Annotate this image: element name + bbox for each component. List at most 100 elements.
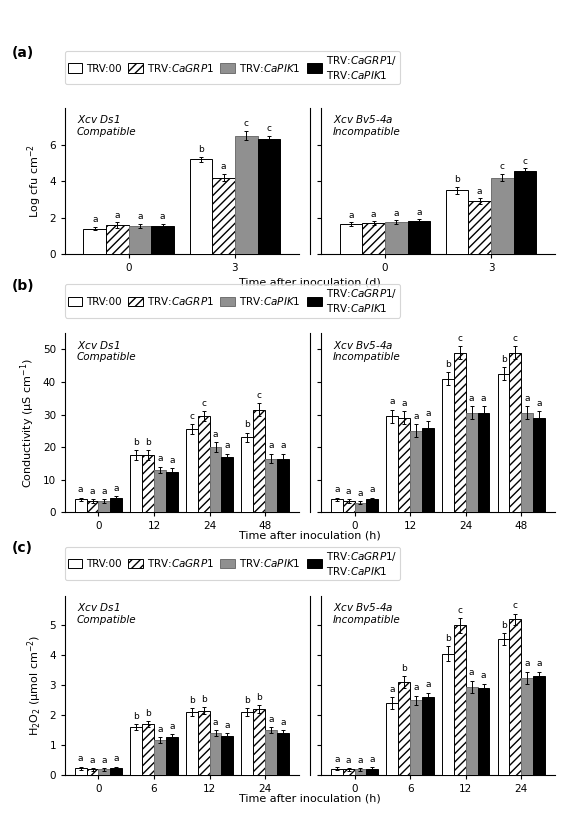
Bar: [87, 770, 98, 775]
Text: c: c: [244, 119, 248, 128]
Bar: [154, 470, 166, 512]
Bar: [533, 676, 545, 775]
Bar: [387, 416, 398, 512]
Text: a: a: [481, 671, 486, 681]
Bar: [514, 171, 536, 254]
Text: b: b: [501, 355, 507, 364]
Bar: [106, 225, 129, 254]
Text: a: a: [113, 755, 119, 763]
Text: a: a: [346, 756, 351, 765]
Text: a: a: [225, 441, 230, 451]
Text: c: c: [522, 157, 528, 166]
Bar: [442, 379, 454, 512]
Text: a: a: [157, 726, 162, 734]
Text: a: a: [113, 484, 119, 493]
Text: a: a: [268, 441, 274, 451]
Text: c: c: [190, 412, 194, 421]
Text: a: a: [221, 162, 226, 172]
Bar: [87, 501, 98, 512]
Bar: [387, 703, 398, 775]
Text: a: a: [389, 685, 395, 694]
Text: $Xcv$ Bv5-4a
Incompatible: $Xcv$ Bv5-4a Incompatible: [333, 601, 401, 625]
Text: a: a: [525, 660, 530, 669]
Bar: [75, 499, 87, 512]
Bar: [498, 374, 509, 512]
Legend: TRV:00, TRV:$CaGRP1$, TRV:$CaPIK1$, TRV:$CaGRP1$/
TRV:$CaPIK1$: TRV:00, TRV:$CaGRP1$, TRV:$CaPIK1$, TRV:…: [65, 51, 400, 84]
Bar: [142, 456, 154, 512]
Text: a: a: [138, 212, 143, 222]
Text: a: a: [213, 430, 218, 439]
Bar: [454, 626, 466, 775]
Bar: [398, 418, 410, 512]
Text: c: c: [513, 334, 518, 343]
Text: a: a: [102, 756, 107, 765]
Text: b: b: [501, 621, 507, 630]
Bar: [454, 352, 466, 512]
Text: c: c: [513, 601, 518, 611]
Bar: [186, 712, 198, 775]
Text: Time after inoculation (d): Time after inoculation (d): [239, 277, 381, 287]
Text: a: a: [393, 209, 399, 217]
Text: a: a: [346, 487, 351, 496]
Text: a: a: [225, 721, 230, 730]
Text: a: a: [425, 681, 431, 690]
Y-axis label: Conductivity (µS cm$^{-1}$): Conductivity (µS cm$^{-1}$): [19, 358, 37, 487]
Text: (b): (b): [11, 279, 34, 293]
Text: a: a: [157, 455, 162, 463]
Bar: [84, 228, 106, 254]
Text: $Xcv$ Bv5-4a
Incompatible: $Xcv$ Bv5-4a Incompatible: [333, 112, 401, 137]
Bar: [331, 769, 342, 775]
Text: b: b: [134, 438, 139, 447]
Bar: [209, 733, 221, 775]
Bar: [509, 620, 521, 775]
Text: a: a: [413, 412, 419, 421]
Bar: [254, 410, 265, 512]
Bar: [142, 724, 154, 775]
Bar: [354, 770, 366, 775]
Text: b: b: [198, 145, 204, 154]
Text: a: a: [169, 722, 174, 731]
Text: a: a: [481, 394, 486, 403]
Bar: [221, 457, 233, 512]
Text: a: a: [78, 755, 83, 763]
Text: c: c: [257, 391, 262, 400]
Text: a: a: [334, 486, 340, 495]
Bar: [258, 139, 280, 254]
Text: b: b: [445, 634, 451, 643]
Bar: [75, 768, 87, 775]
Bar: [242, 437, 254, 512]
Bar: [446, 190, 468, 254]
Text: a: a: [160, 212, 165, 222]
Text: a: a: [469, 394, 474, 403]
Bar: [110, 497, 122, 512]
Text: b: b: [189, 696, 195, 706]
Text: Time after inoculation (h): Time after inoculation (h): [239, 793, 381, 803]
Bar: [98, 770, 110, 775]
Bar: [385, 222, 408, 254]
Bar: [466, 413, 478, 512]
Bar: [242, 712, 254, 775]
Text: a: a: [425, 409, 431, 418]
Bar: [331, 499, 342, 512]
Bar: [212, 177, 235, 254]
Bar: [166, 471, 178, 512]
Bar: [498, 639, 509, 775]
Bar: [265, 730, 277, 775]
Text: a: a: [389, 397, 395, 407]
Legend: TRV:00, TRV:$CaGRP1$, TRV:$CaPIK1$, TRV:$CaGRP1$/
TRV:$CaPIK1$: TRV:00, TRV:$CaGRP1$, TRV:$CaPIK1$, TRV:…: [65, 284, 400, 317]
Bar: [265, 458, 277, 512]
Bar: [190, 159, 212, 254]
Text: b: b: [245, 696, 250, 706]
Text: a: a: [358, 489, 363, 497]
Bar: [110, 768, 122, 775]
Text: b: b: [145, 438, 151, 447]
Text: a: a: [92, 215, 97, 224]
Text: a: a: [413, 683, 419, 692]
Text: b: b: [134, 711, 139, 721]
Bar: [130, 727, 142, 775]
Text: b: b: [401, 664, 407, 673]
Legend: TRV:00, TRV:$CaGRP1$, TRV:$CaPIK1$, TRV:$CaGRP1$/
TRV:$CaPIK1$: TRV:00, TRV:$CaGRP1$, TRV:$CaPIK1$, TRV:…: [65, 546, 400, 580]
Text: a: a: [115, 211, 120, 220]
Text: Time after inoculation (h): Time after inoculation (h): [239, 531, 381, 541]
Text: a: a: [334, 755, 340, 764]
